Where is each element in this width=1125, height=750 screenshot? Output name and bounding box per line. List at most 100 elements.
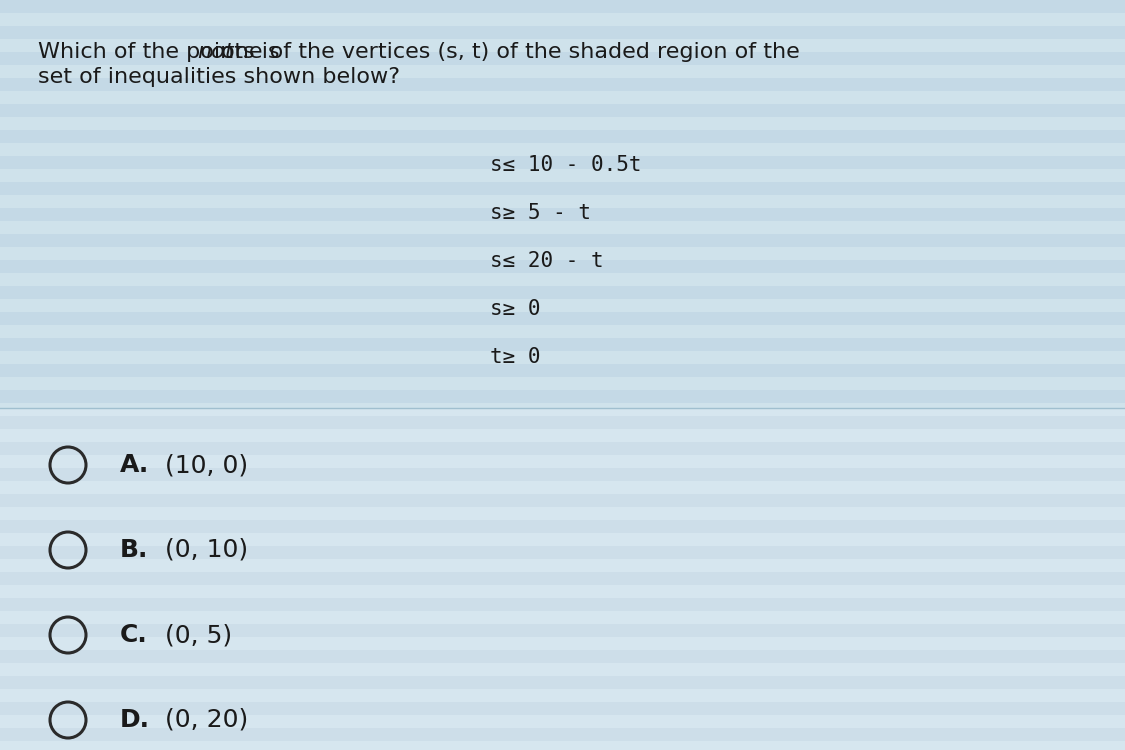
Bar: [0, 0, 1125, 13]
Bar: [0, 65, 1125, 78]
Bar: [0, 676, 1125, 689]
Bar: [0, 663, 1125, 676]
Bar: [0, 130, 1125, 143]
Bar: [0, 273, 1125, 286]
Bar: [0, 702, 1125, 715]
Bar: [0, 169, 1125, 182]
Bar: [0, 689, 1125, 702]
Bar: [0, 13, 1125, 26]
Bar: [0, 130, 1125, 143]
Bar: [0, 325, 1125, 338]
Bar: [0, 429, 1125, 442]
Bar: [0, 390, 1125, 403]
Bar: [0, 26, 1125, 39]
Bar: [0, 208, 1125, 221]
Bar: [0, 494, 1125, 507]
Bar: [0, 247, 1125, 260]
Bar: [0, 338, 1125, 351]
Bar: [0, 312, 1125, 325]
Text: s≥ 0: s≥ 0: [490, 299, 540, 319]
Text: D.: D.: [120, 708, 150, 732]
Bar: [0, 572, 1125, 585]
Bar: [0, 533, 1125, 546]
Bar: [0, 65, 1125, 78]
Bar: [0, 234, 1125, 247]
Bar: [0, 156, 1125, 169]
Bar: [0, 585, 1125, 598]
Bar: [0, 286, 1125, 299]
Bar: [0, 598, 1125, 611]
Text: s≤ 20 - t: s≤ 20 - t: [490, 251, 604, 271]
Text: s≥ 5 - t: s≥ 5 - t: [490, 203, 591, 223]
Bar: [0, 273, 1125, 286]
Bar: [0, 78, 1125, 91]
Bar: [0, 299, 1125, 312]
Bar: [0, 455, 1125, 468]
Bar: [0, 13, 1125, 26]
Bar: [0, 260, 1125, 273]
Bar: [0, 312, 1125, 325]
Bar: [0, 286, 1125, 299]
Bar: [0, 364, 1125, 377]
Bar: [0, 520, 1125, 533]
Text: one of the vertices (s, t) of the shaded region of the: one of the vertices (s, t) of the shaded…: [214, 42, 800, 62]
Bar: [0, 52, 1125, 65]
Bar: [0, 104, 1125, 117]
Bar: [0, 260, 1125, 273]
Bar: [0, 468, 1125, 481]
Text: A.: A.: [120, 453, 150, 477]
Bar: [0, 390, 1125, 403]
Bar: [0, 195, 1125, 208]
Bar: [0, 299, 1125, 312]
Text: (0, 5): (0, 5): [165, 623, 232, 647]
Bar: [0, 39, 1125, 52]
Bar: [0, 117, 1125, 130]
Bar: [0, 624, 1125, 637]
Bar: [0, 481, 1125, 494]
Text: (0, 10): (0, 10): [165, 538, 249, 562]
Bar: [0, 637, 1125, 650]
Bar: [0, 182, 1125, 195]
Text: set of inequalities shown below?: set of inequalities shown below?: [38, 67, 400, 87]
Bar: [0, 403, 1125, 408]
Text: (0, 20): (0, 20): [165, 708, 249, 732]
Bar: [0, 104, 1125, 117]
Bar: [0, 221, 1125, 234]
Bar: [0, 507, 1125, 520]
Bar: [0, 117, 1125, 130]
Bar: [0, 364, 1125, 377]
Bar: [0, 377, 1125, 390]
Text: B.: B.: [120, 538, 148, 562]
Bar: [0, 351, 1125, 364]
Bar: [0, 195, 1125, 208]
Text: C.: C.: [120, 623, 147, 647]
Text: t≥ 0: t≥ 0: [490, 347, 540, 367]
Bar: [0, 650, 1125, 663]
Bar: [0, 156, 1125, 169]
Bar: [0, 234, 1125, 247]
Bar: [0, 143, 1125, 156]
Text: s≤ 10 - 0.5t: s≤ 10 - 0.5t: [490, 155, 641, 175]
Bar: [0, 325, 1125, 338]
Bar: [0, 442, 1125, 455]
Bar: [0, 247, 1125, 260]
Bar: [0, 546, 1125, 559]
Bar: [0, 338, 1125, 351]
Bar: [0, 143, 1125, 156]
Bar: [0, 728, 1125, 741]
Bar: [0, 26, 1125, 39]
Bar: [0, 403, 1125, 416]
Bar: [0, 559, 1125, 572]
Bar: [0, 0, 1125, 13]
Text: (10, 0): (10, 0): [165, 453, 249, 477]
Bar: [0, 351, 1125, 364]
Bar: [0, 221, 1125, 234]
Bar: [0, 208, 1125, 221]
Bar: [0, 91, 1125, 104]
Bar: [0, 741, 1125, 750]
Bar: [0, 91, 1125, 104]
Bar: [0, 377, 1125, 390]
Text: not: not: [197, 42, 234, 62]
Bar: [0, 169, 1125, 182]
Bar: [0, 39, 1125, 52]
